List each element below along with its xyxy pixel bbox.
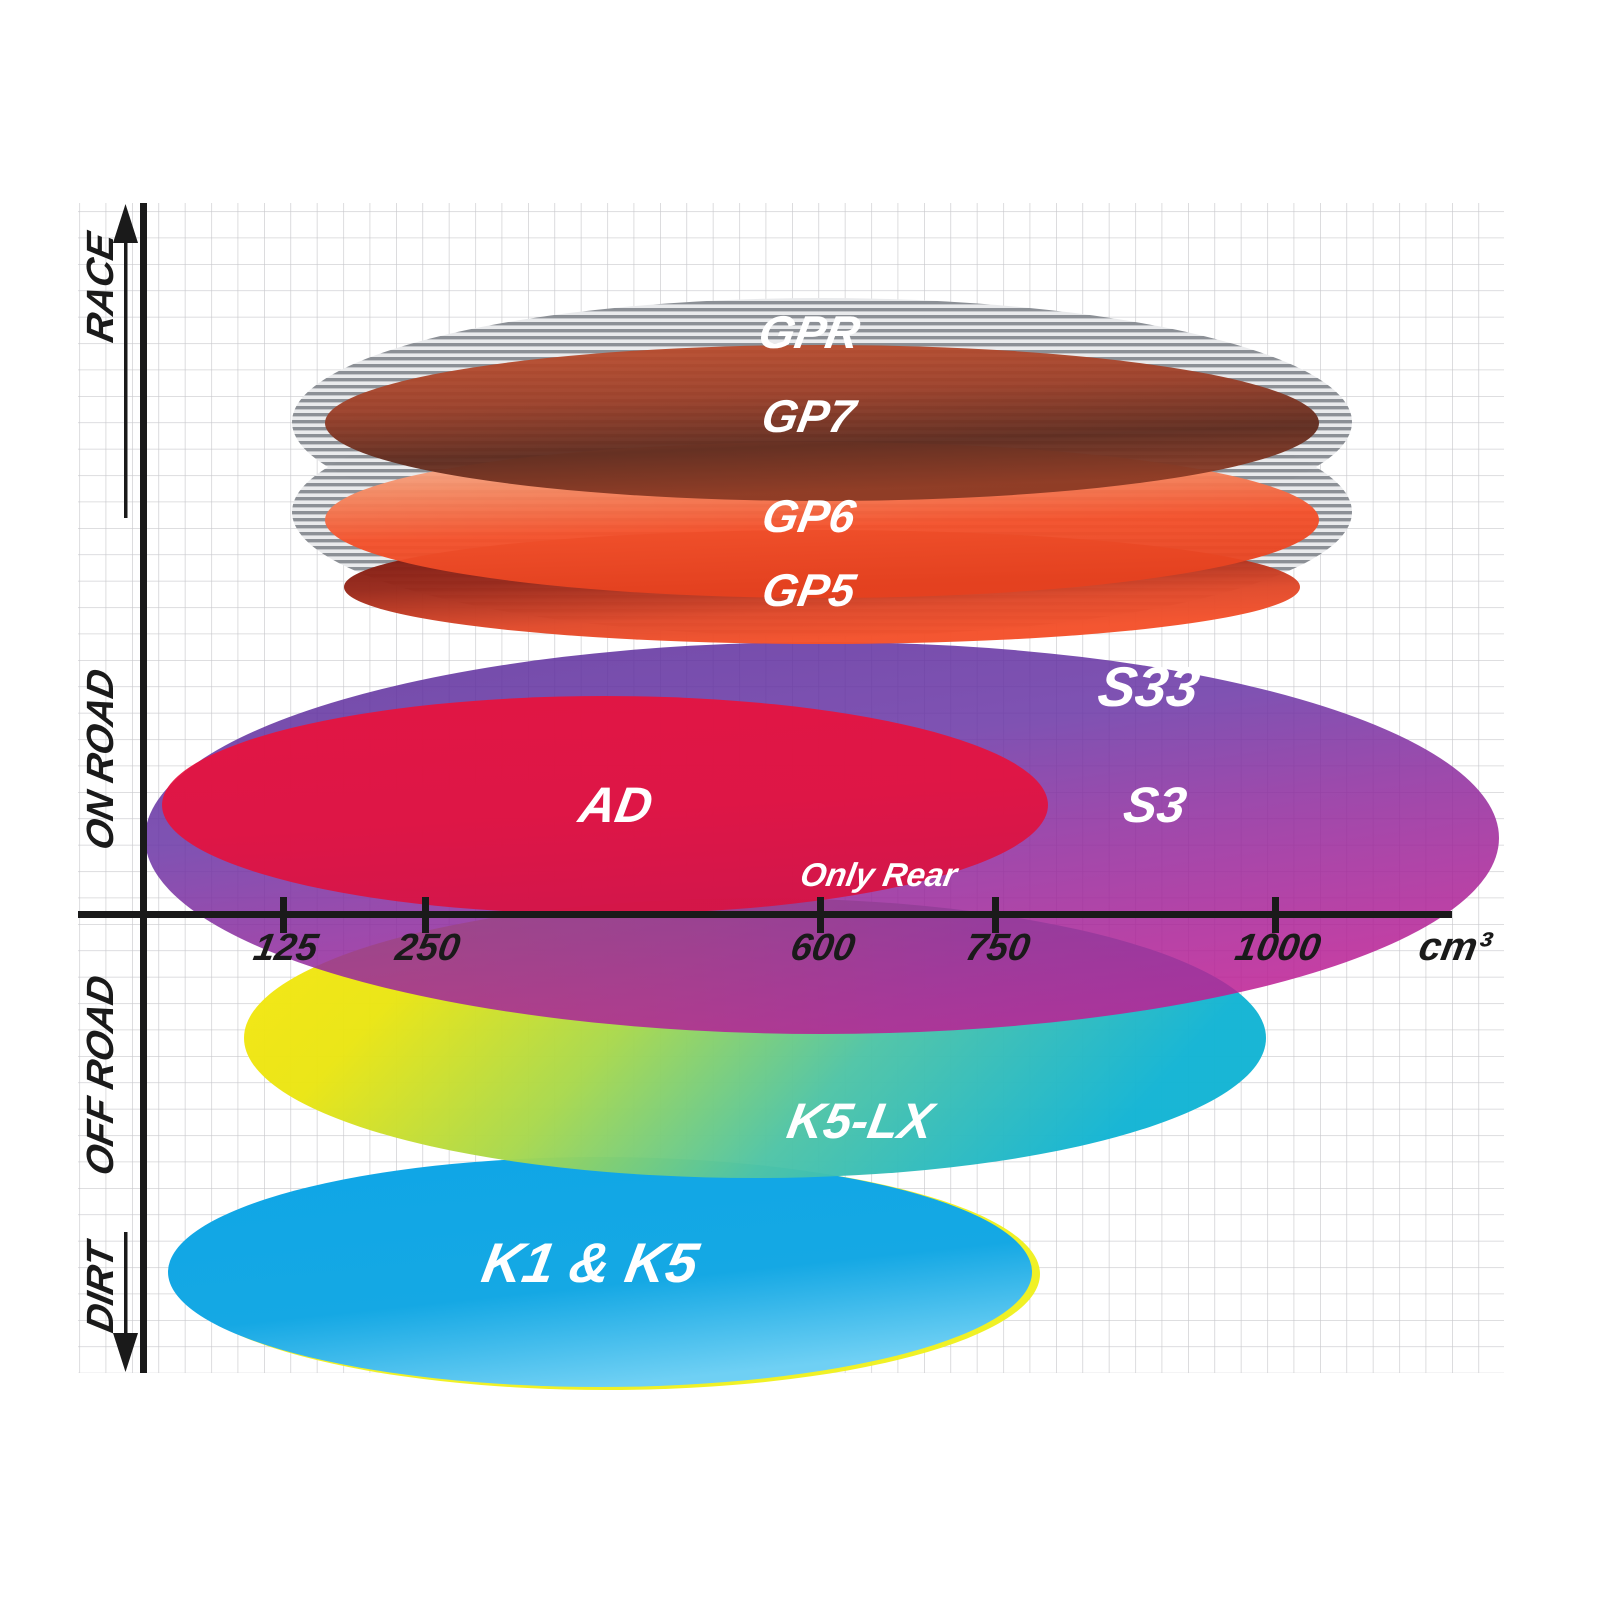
region-gp7[interactable] [325,345,1319,501]
x-axis-tick-labels: 125 250 600 750 1000 [250,926,1323,969]
x-axis-unit-label: cm³ [1416,924,1497,969]
region-label-gp7[interactable]: GP7 [758,390,861,442]
x-axis-ticks [280,897,1279,933]
y-label-race: RACE [79,228,122,346]
region-ad[interactable] [162,696,1048,914]
y-label-off-road: OFF ROAD [79,972,122,1179]
dirt-direction-arrow [113,1232,138,1372]
region-label-k5-lx[interactable]: K5-LX [783,1092,941,1149]
x-tick-label-600: 600 [787,926,858,969]
axes [78,203,1452,1373]
x-tick-label-250: 250 [391,926,463,969]
region-label-only-rear[interactable]: Only Rear [797,857,961,894]
region-label-s3[interactable]: S3 [1120,776,1191,833]
region-label-ad[interactable]: AD [573,776,657,833]
region-labels: GPR GP7 GP6 GP5 S33 S3 AD Only Rear K5-L… [478,306,1205,1294]
region-label-gpr[interactable]: GPR [755,306,864,358]
x-tick-label-125: 125 [250,926,322,969]
x-tick-label-1000: 1000 [1232,926,1324,969]
region-k1-k5[interactable] [168,1157,1040,1390]
region-label-s33[interactable]: S33 [1094,655,1205,718]
race-direction-arrow [113,204,138,518]
region-label-gp6[interactable]: GP6 [758,490,860,542]
region-label-k1-k5[interactable]: K1 & K5 [478,1231,705,1294]
region-label-gp5[interactable]: GP5 [758,564,860,616]
y-axis-category-labels: RACE ON ROAD OFF ROAD DIRT [79,228,122,1336]
x-tick-label-750: 750 [962,926,1033,969]
y-label-dirt: DIRT [79,1235,122,1335]
y-label-on-road: ON ROAD [79,665,122,853]
